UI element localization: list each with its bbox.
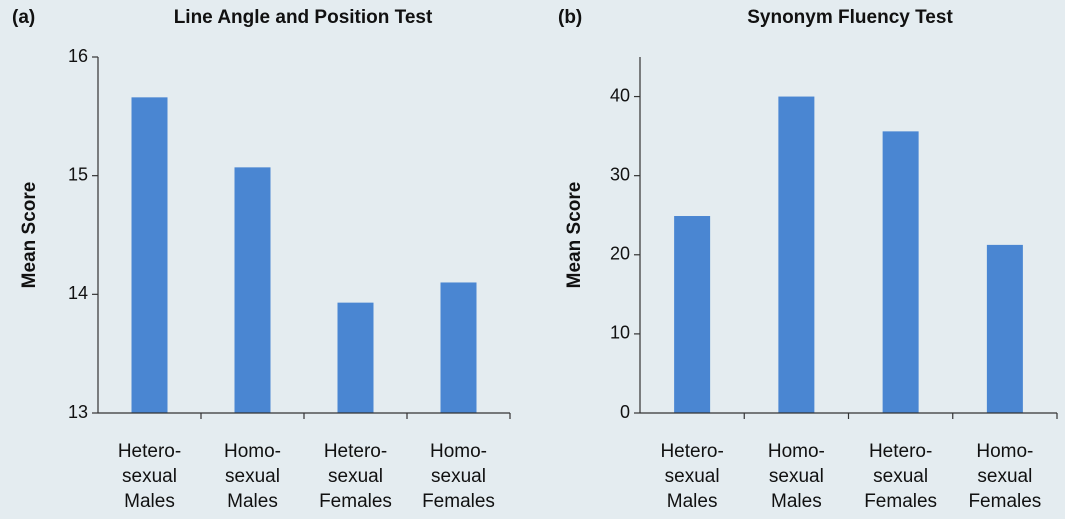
y-axis-label: Mean Score bbox=[564, 182, 585, 289]
panel-label: (a) bbox=[12, 7, 35, 28]
y-tick-label: 30 bbox=[610, 164, 630, 184]
x-tick-label-line: Homo- bbox=[768, 441, 825, 462]
x-tick-label-line: sexual bbox=[431, 466, 486, 487]
x-tick-label: Homo-sexual Males bbox=[224, 441, 281, 512]
x-tick-label-line: sexual bbox=[769, 466, 824, 487]
bar bbox=[440, 282, 477, 413]
y-axis-label: Mean Score bbox=[19, 182, 40, 289]
x-tick-label-line: sexual bbox=[328, 466, 383, 487]
x-tick-label-line: Hetero- bbox=[324, 441, 387, 462]
x-tick-label: Hetero-sexual Males bbox=[118, 441, 181, 512]
x-tick-label-line: Homo- bbox=[976, 441, 1033, 462]
y-tick-label: 20 bbox=[610, 244, 630, 264]
bar bbox=[674, 216, 711, 413]
bar bbox=[131, 97, 168, 413]
x-tick-label-line: Homo- bbox=[430, 441, 487, 462]
x-tick-label-line: sexual bbox=[665, 466, 720, 487]
x-tick-label-line: sexual bbox=[977, 466, 1032, 487]
x-tick-label: Homo-sexual Females bbox=[968, 441, 1041, 512]
x-tick-label: Homo-sexual Males bbox=[768, 441, 825, 512]
y-tick-label: 10 bbox=[610, 323, 630, 343]
x-tick-label-line: Hetero- bbox=[118, 441, 181, 462]
x-tick-label-line: sexual bbox=[225, 466, 280, 487]
chart-title: Line Angle and Position Test bbox=[174, 7, 433, 28]
y-tick-label: 15 bbox=[68, 164, 88, 184]
x-tick-label-line: Males bbox=[667, 491, 718, 512]
bar bbox=[337, 302, 374, 413]
x-tick-label-line: Females bbox=[422, 491, 495, 512]
x-tick-label-line: Females bbox=[319, 491, 392, 512]
bar bbox=[778, 96, 815, 414]
x-tick-label-line: Females bbox=[864, 491, 937, 512]
x-tick-label-line: Males bbox=[771, 491, 822, 512]
x-tick-label-line: Homo- bbox=[224, 441, 281, 462]
x-tick-label: Hetero-sexual Females bbox=[319, 441, 392, 512]
x-tick-label-line: sexual bbox=[122, 466, 177, 487]
x-tick-label-line: Males bbox=[124, 491, 175, 512]
x-tick-label: Hetero-sexual Males bbox=[660, 441, 723, 512]
chart-title: Synonym Fluency Test bbox=[747, 7, 953, 28]
x-tick-label-line: Hetero- bbox=[660, 441, 723, 462]
x-tick-label-line: Females bbox=[968, 491, 1041, 512]
x-tick-label-line: Hetero- bbox=[869, 441, 932, 462]
x-tick-label-line: Males bbox=[227, 491, 278, 512]
x-tick-label-line: sexual bbox=[873, 466, 928, 487]
y-tick-label: 16 bbox=[68, 46, 88, 66]
x-tick-label: Hetero-sexual Females bbox=[864, 441, 937, 512]
panel-label: (b) bbox=[558, 7, 582, 28]
y-tick-label: 0 bbox=[620, 402, 630, 422]
bar bbox=[234, 167, 271, 413]
y-tick-label: 40 bbox=[610, 85, 630, 105]
bar bbox=[882, 131, 919, 413]
y-tick-label: 14 bbox=[68, 283, 88, 303]
x-tick-label: Homo-sexual Females bbox=[422, 441, 495, 512]
bar bbox=[986, 244, 1023, 413]
y-tick-label: 13 bbox=[68, 402, 88, 422]
